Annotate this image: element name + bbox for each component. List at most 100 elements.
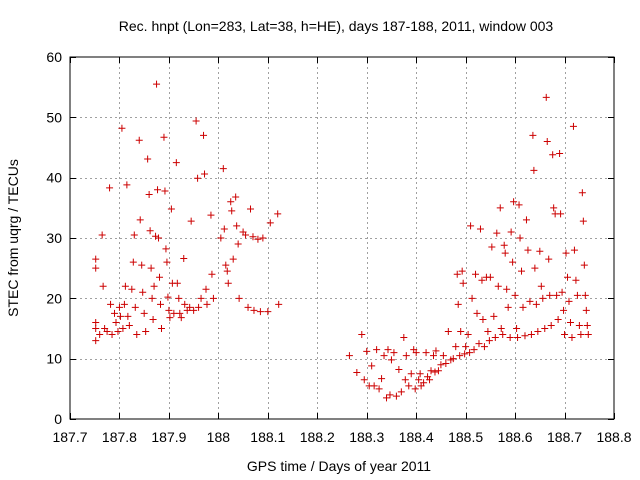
x-tick-label: 187.7 xyxy=(52,429,87,445)
data-point xyxy=(375,385,383,393)
data-point xyxy=(125,321,133,329)
data-point xyxy=(118,124,126,132)
data-point xyxy=(453,270,461,278)
data-point xyxy=(106,184,114,192)
data-point xyxy=(175,294,183,302)
data-point xyxy=(579,217,587,225)
data-point xyxy=(266,219,274,227)
data-point xyxy=(458,267,466,275)
data-point xyxy=(99,282,107,290)
data-point xyxy=(92,337,100,345)
data-point xyxy=(568,334,576,342)
data-point xyxy=(429,352,437,360)
data-point xyxy=(123,181,131,189)
data-point xyxy=(537,282,545,290)
data-point xyxy=(119,325,127,332)
data-point xyxy=(120,300,128,308)
data-point xyxy=(401,376,409,384)
data-point xyxy=(539,294,547,302)
data-point xyxy=(217,234,225,242)
data-point xyxy=(232,193,240,201)
data-point xyxy=(549,151,557,159)
data-point xyxy=(473,309,481,317)
data-point xyxy=(531,264,539,272)
data-point xyxy=(259,234,267,242)
data-point xyxy=(485,337,493,345)
data-point xyxy=(547,321,555,329)
data-point xyxy=(461,350,469,358)
data-point xyxy=(345,352,353,360)
data-point xyxy=(145,191,153,199)
x-tick-label: 188.5 xyxy=(448,429,483,445)
data-point xyxy=(558,288,566,296)
data-point xyxy=(228,207,236,215)
data-point xyxy=(545,255,553,263)
data-point xyxy=(557,210,565,218)
data-point xyxy=(572,276,580,284)
data-point xyxy=(223,267,231,275)
data-point xyxy=(439,352,447,360)
data-point xyxy=(532,300,540,308)
data-point xyxy=(493,229,501,237)
data-point xyxy=(468,294,476,302)
data-point xyxy=(234,240,242,248)
data-point xyxy=(426,376,434,384)
data-point xyxy=(128,285,136,293)
data-point xyxy=(462,343,470,351)
data-point xyxy=(411,385,419,393)
x-tick-label: 188.4 xyxy=(399,429,434,445)
data-point xyxy=(378,375,386,383)
data-point xyxy=(155,234,163,242)
data-point xyxy=(526,297,534,305)
data-point xyxy=(522,216,530,224)
data-point xyxy=(384,346,392,354)
data-point xyxy=(150,282,158,290)
data-point xyxy=(530,166,538,174)
data-point xyxy=(415,376,423,384)
data-point xyxy=(186,303,194,311)
data-point xyxy=(157,300,165,308)
data-point xyxy=(136,216,144,224)
data-point xyxy=(420,379,428,387)
data-point xyxy=(92,255,100,263)
data-points xyxy=(92,80,592,402)
data-point xyxy=(181,300,189,308)
data-point xyxy=(553,291,561,299)
data-point xyxy=(160,133,168,141)
data-point xyxy=(103,328,111,336)
data-point xyxy=(496,204,504,212)
data-point xyxy=(550,204,558,212)
data-point xyxy=(422,349,430,357)
data-point xyxy=(197,294,205,302)
data-point xyxy=(565,297,573,305)
data-point xyxy=(472,270,480,278)
data-point xyxy=(370,382,378,390)
data-point xyxy=(546,291,554,299)
data-point xyxy=(580,261,588,269)
data-point xyxy=(491,334,499,342)
x-tick-label: 188.2 xyxy=(300,429,335,445)
data-point xyxy=(529,131,537,139)
data-point xyxy=(407,370,415,378)
data-point xyxy=(250,306,258,314)
data-point xyxy=(224,279,232,287)
y-tick-label: 20 xyxy=(46,290,62,306)
data-point xyxy=(380,352,388,360)
data-point xyxy=(353,369,361,377)
data-point xyxy=(207,211,215,219)
data-point xyxy=(510,198,518,206)
data-point xyxy=(486,273,494,281)
data-point xyxy=(135,136,143,144)
data-point xyxy=(569,122,577,130)
data-point xyxy=(254,235,262,243)
data-point xyxy=(177,314,185,322)
data-point xyxy=(360,376,368,384)
data-point xyxy=(560,306,568,314)
data-point xyxy=(534,328,542,336)
data-point xyxy=(133,331,141,339)
data-point xyxy=(556,150,564,158)
x-tick-label: 188 xyxy=(207,429,231,445)
data-point xyxy=(554,315,562,323)
data-point xyxy=(195,303,203,311)
data-point xyxy=(200,131,208,139)
